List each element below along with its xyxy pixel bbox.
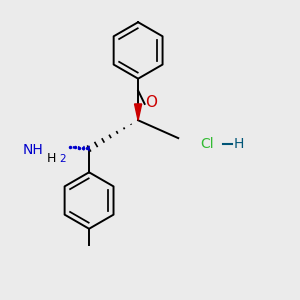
- Text: O: O: [146, 95, 158, 110]
- Text: H: H: [47, 152, 56, 165]
- Polygon shape: [134, 104, 142, 120]
- Text: Cl: Cl: [200, 137, 214, 151]
- Text: NH: NH: [22, 143, 43, 157]
- Text: 2: 2: [59, 154, 66, 164]
- Text: H: H: [233, 137, 244, 151]
